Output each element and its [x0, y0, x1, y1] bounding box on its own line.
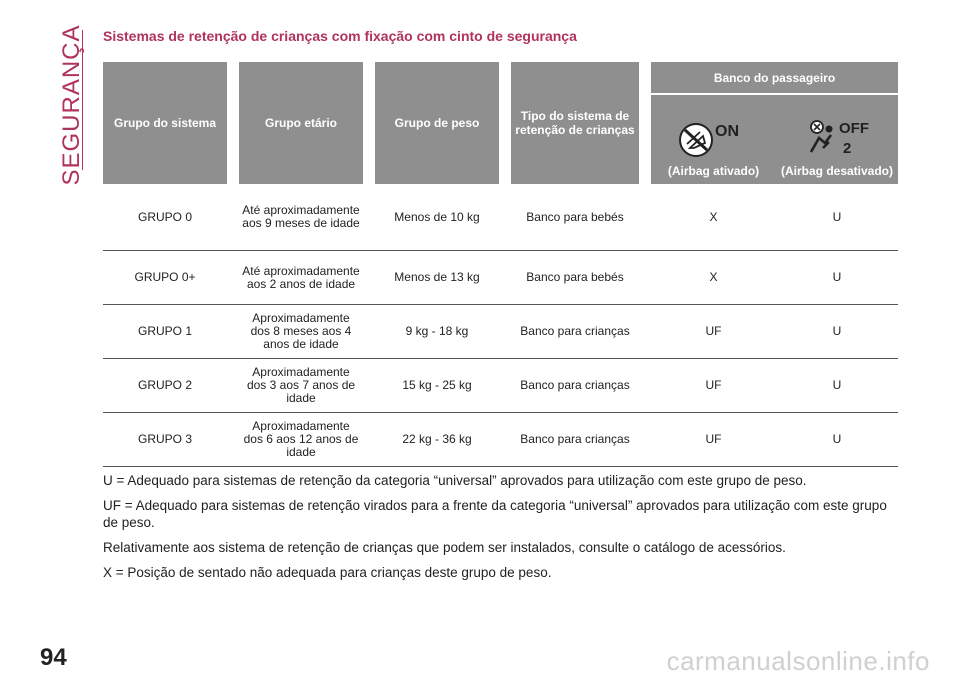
cell-group: GRUPO 3 — [137, 432, 192, 446]
cell-airbag-off: U — [832, 270, 842, 284]
cell-airbag-off: U — [832, 209, 842, 224]
cell-group: GRUPO 2 — [137, 378, 192, 392]
cell-group: GRUPO 1 — [137, 324, 192, 338]
cell-age: Aproximadamente dos 6 aos 12 anos de ida… — [243, 419, 359, 459]
cell-age: Aproximadamente dos 3 aos 7 anos de idad… — [246, 365, 356, 405]
cell-type: Banco para bebés — [526, 270, 624, 284]
cell-age: Até aproximadamente aos 9 meses de idade — [242, 203, 360, 230]
cell-group: GRUPO 0+ — [134, 270, 196, 284]
cell-type: Banco para crianças — [520, 432, 630, 446]
table-row: GRUPO 0+ Até aproximadamente aos 2 anos … — [103, 250, 898, 305]
airbag-on-badge: ON — [715, 123, 739, 140]
cell-age: Até aproximadamente aos 2 anos de idade — [242, 263, 360, 291]
cell-group: GRUPO 0 — [137, 209, 192, 224]
header-airbag-off: OFF 2 (Airbag desativado) — [776, 94, 898, 184]
cell-airbag-on: UF — [705, 432, 722, 446]
notes: U = Adequado para sistemas de retenção d… — [103, 472, 903, 589]
cell-airbag-on: UF — [705, 378, 722, 392]
cell-weight: Menos de 10 kg — [394, 209, 480, 224]
cell-airbag-on: UF — [705, 324, 722, 338]
note-accessories: Relativamente aos sistema de retenção de… — [103, 540, 786, 555]
header-system-group: Grupo do sistema — [103, 62, 227, 184]
header-weight-group: Grupo de peso — [375, 62, 499, 184]
note-universal: U = Adequado para sistemas de retenção d… — [103, 473, 807, 488]
cell-weight: 9 kg - 18 kg — [405, 324, 469, 338]
cell-weight: 22 kg - 36 kg — [402, 432, 472, 446]
cell-airbag-off: U — [832, 432, 842, 446]
cell-airbag-on: X — [709, 209, 718, 224]
airbag-off-badge-number: 2 — [843, 140, 851, 157]
section-label: SEGURANÇA — [58, 24, 85, 186]
table-row: GRUPO 3 Aproximadamente dos 6 aos 12 ano… — [103, 412, 898, 467]
airbag-off-badge: OFF — [839, 120, 869, 137]
cell-type: Banco para crianças — [520, 324, 630, 338]
watermark: carmanualsonline.info — [666, 646, 930, 676]
cell-airbag-off: U — [832, 324, 842, 338]
note-universal-forward: UF = Adequado para sistemas de retenção … — [103, 498, 887, 530]
airbag-off-label: (Airbag desativado) — [780, 164, 894, 178]
cell-age: Aproximadamente dos 8 meses aos 4 anos d… — [250, 311, 352, 351]
table-row: GRUPO 2 Aproximadamente dos 3 aos 7 anos… — [103, 358, 898, 413]
cell-weight: 15 kg - 25 kg — [402, 378, 472, 392]
section-divider — [82, 30, 83, 170]
table-row: GRUPO 0 Até aproximadamente aos 9 meses … — [103, 184, 898, 251]
airbag-on-icon: ON — [678, 123, 739, 157]
header-system-type: Tipo do sistema de retenção de crianças — [511, 62, 639, 184]
airbag-off-icon: OFF 2 — [809, 120, 869, 157]
cell-weight: Menos de 13 kg — [394, 270, 480, 284]
cell-type: Banco para bebés — [526, 209, 624, 224]
note-not-suitable: X = Posição de sentado não adequada para… — [103, 565, 552, 580]
table-row: GRUPO 1 Aproximadamente dos 8 meses aos … — [103, 304, 898, 359]
airbag-on-label: (Airbag ativado) — [667, 164, 760, 178]
cell-airbag-off: U — [832, 378, 842, 392]
header-passenger-seat: Banco do passageiro — [651, 62, 898, 95]
child-restraint-table: Grupo do sistema Grupo etário Grupo de p… — [103, 62, 898, 467]
header-age-group: Grupo etário — [239, 62, 363, 184]
cell-airbag-on: X — [709, 270, 718, 284]
cell-type: Banco para crianças — [520, 378, 630, 392]
page-title: Sistemas de retenção de crianças com fix… — [103, 28, 577, 44]
header-airbag-on: ON (Airbag ativado) — [651, 94, 776, 184]
page-number: 94 — [40, 644, 67, 671]
